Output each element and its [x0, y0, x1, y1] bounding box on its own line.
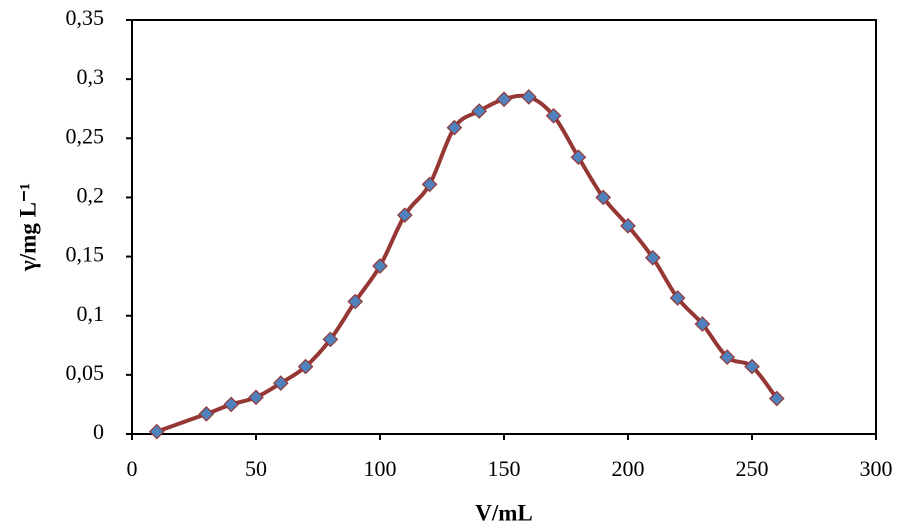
marker	[372, 258, 388, 274]
marker	[471, 103, 488, 119]
marker	[396, 207, 413, 224]
y-tick-label: 0,1	[77, 301, 105, 326]
y-tick-label: 0,25	[66, 123, 105, 148]
marker	[272, 375, 289, 391]
marker	[297, 358, 314, 375]
y-tick-label: 0,2	[77, 182, 105, 207]
x-axis-label: V/mL	[475, 500, 533, 525]
x-tick-label: 50	[245, 456, 267, 481]
series-line	[156, 93, 779, 434]
y-axis-label: γ/mg L⁻¹	[15, 183, 40, 272]
marker	[347, 293, 364, 310]
y-tick-label: 0,3	[77, 64, 105, 89]
marker	[719, 349, 736, 365]
marker	[595, 189, 612, 206]
marker	[322, 331, 339, 348]
marker	[223, 396, 240, 413]
marker	[570, 149, 587, 166]
x-tick-label: 250	[736, 456, 769, 481]
marker	[520, 89, 537, 105]
y-tick-label: 0,15	[66, 242, 105, 267]
marker	[545, 107, 562, 124]
y-tick-label: 0,05	[66, 360, 105, 385]
marker	[496, 91, 512, 108]
marker	[768, 390, 785, 407]
marker	[148, 423, 165, 440]
marker	[644, 249, 661, 266]
x-tick-label: 150	[488, 456, 521, 481]
plot-frame	[131, 19, 877, 435]
marker	[744, 358, 760, 375]
marker	[446, 119, 463, 136]
x-tick-label: 200	[612, 456, 645, 481]
y-tick-label: 0	[93, 419, 104, 444]
marker	[421, 176, 438, 193]
marker	[669, 290, 686, 306]
x-tick-label: 0	[127, 456, 138, 481]
y-tick-label: 0,35	[66, 5, 105, 30]
marker	[694, 316, 711, 332]
x-tick-label: 300	[860, 456, 893, 481]
x-tick-label: 100	[364, 456, 397, 481]
marker	[620, 217, 636, 234]
marker	[198, 406, 215, 422]
marker	[248, 389, 264, 406]
